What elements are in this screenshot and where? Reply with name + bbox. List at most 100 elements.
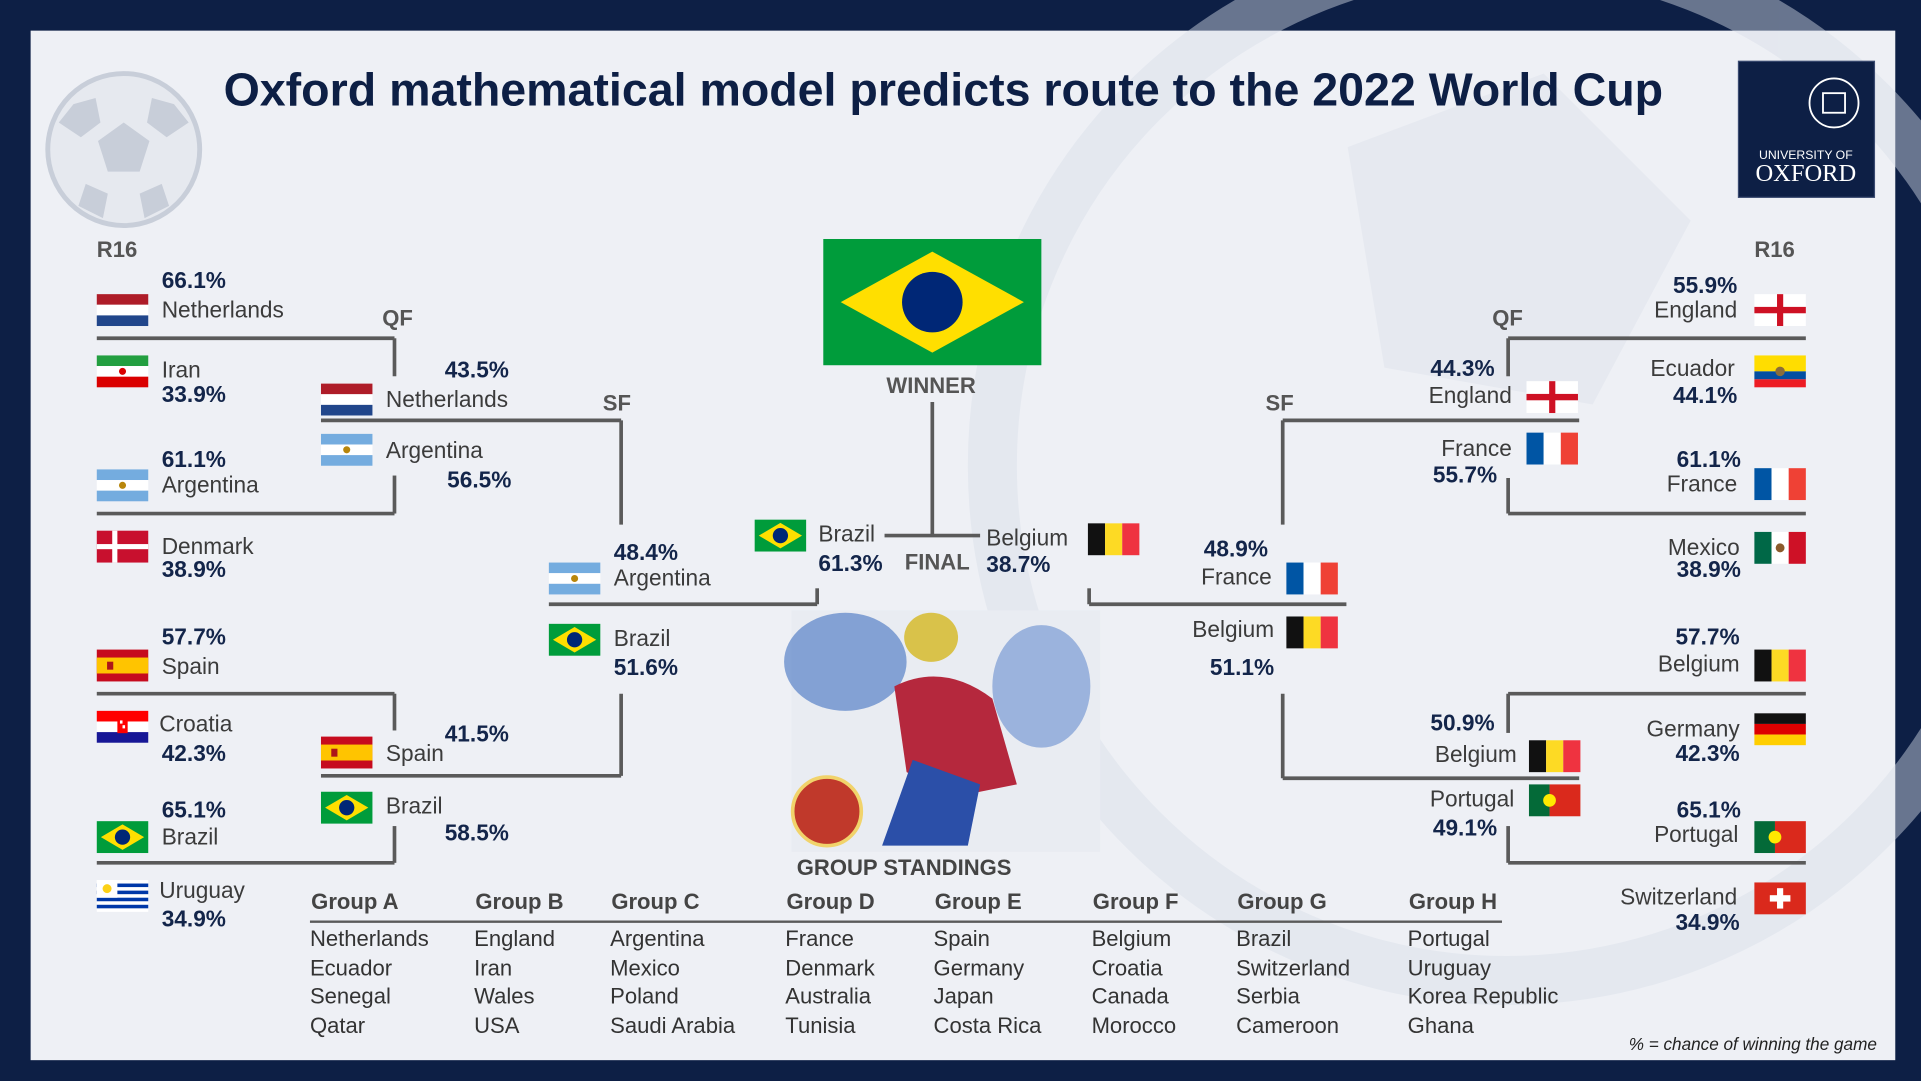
flag-part bbox=[320, 404, 373, 416]
team-name: Belgium bbox=[1192, 616, 1274, 642]
team-name: Brazil bbox=[818, 521, 875, 547]
win-chance: 38.7% bbox=[986, 551, 1050, 577]
flag-part bbox=[1788, 468, 1806, 501]
team-name: Argentina bbox=[386, 437, 483, 463]
win-chance: 66.1% bbox=[162, 267, 226, 293]
flag-part bbox=[118, 367, 127, 375]
flag-part bbox=[1528, 784, 1550, 817]
group-team: Ecuador bbox=[310, 955, 392, 980]
flag-part bbox=[566, 632, 583, 648]
group-name: Group D bbox=[787, 889, 875, 914]
win-chance: 57.7% bbox=[1675, 624, 1739, 650]
team-name: France bbox=[1667, 470, 1738, 496]
flag bbox=[96, 469, 149, 502]
flag-part bbox=[96, 897, 149, 902]
group-team: Argentina bbox=[610, 926, 705, 951]
win-chance: 55.7% bbox=[1433, 462, 1497, 488]
flag-part bbox=[96, 304, 149, 316]
flag-part bbox=[96, 710, 149, 722]
flag-part bbox=[320, 455, 373, 466]
team-name: Belgium bbox=[1435, 741, 1517, 767]
flag-part bbox=[1526, 432, 1544, 465]
win-chance: 42.3% bbox=[162, 740, 226, 766]
flag-part bbox=[1543, 432, 1561, 465]
team-name: Portugal bbox=[1654, 821, 1738, 847]
group-name: Group F bbox=[1093, 889, 1179, 914]
win-chance: 43.5% bbox=[445, 356, 509, 382]
group-team: Cameroon bbox=[1236, 1013, 1339, 1038]
round-label: WINNER bbox=[886, 373, 975, 398]
flag bbox=[1754, 821, 1806, 854]
oxford-logo: UNIVERSITY OF OXFORD bbox=[1737, 60, 1876, 198]
flag bbox=[1754, 355, 1806, 388]
group-team: Iran bbox=[474, 955, 512, 980]
flag-part bbox=[1105, 523, 1123, 556]
flag-part bbox=[1754, 713, 1806, 724]
flag-part bbox=[96, 376, 149, 388]
group-team: Germany bbox=[934, 955, 1025, 980]
flag-part bbox=[339, 800, 355, 816]
flag-part bbox=[1303, 562, 1321, 595]
flag bbox=[1754, 882, 1806, 915]
group-team: Belgium bbox=[1092, 926, 1172, 951]
flag-part bbox=[1286, 562, 1304, 595]
team-name: Belgium bbox=[1658, 650, 1740, 676]
flag-part bbox=[96, 883, 149, 888]
flag-part bbox=[548, 562, 601, 574]
team-name: Brazil bbox=[162, 823, 219, 849]
group-team: Denmark bbox=[785, 955, 875, 980]
group-team: Brazil bbox=[1236, 926, 1291, 951]
flag-part bbox=[1286, 616, 1304, 649]
flag bbox=[96, 294, 149, 327]
win-chance: 34.9% bbox=[162, 905, 226, 931]
win-chance: 49.1% bbox=[1433, 815, 1497, 841]
flag-part bbox=[107, 661, 114, 670]
title: Oxford mathematical model predicts route… bbox=[224, 63, 1663, 115]
flag-part bbox=[1754, 468, 1772, 501]
team-name: Switzerland bbox=[1620, 883, 1737, 909]
flag bbox=[96, 821, 149, 854]
group-team: Uruguay bbox=[1408, 955, 1491, 980]
team-name: Ecuador bbox=[1650, 355, 1735, 381]
flag-part bbox=[96, 544, 149, 550]
group-team: France bbox=[785, 926, 854, 951]
round-label: R16 bbox=[97, 237, 137, 262]
flag-part bbox=[96, 469, 149, 481]
flag bbox=[1528, 784, 1581, 817]
win-chance: 44.3% bbox=[1430, 355, 1494, 381]
group-team: Korea Republic bbox=[1408, 983, 1559, 1008]
group-name: Group G bbox=[1237, 889, 1326, 914]
flag bbox=[96, 355, 149, 388]
flag-part bbox=[1754, 649, 1772, 682]
win-chance: 44.1% bbox=[1673, 382, 1737, 408]
flag-part bbox=[1754, 734, 1806, 746]
group-name: Group A bbox=[311, 889, 398, 914]
flag bbox=[1754, 468, 1806, 501]
flag-part bbox=[1526, 393, 1578, 401]
group-team: Senegal bbox=[310, 983, 391, 1008]
team-name: France bbox=[1441, 435, 1512, 461]
flag-part bbox=[902, 271, 963, 333]
win-chance: 41.5% bbox=[445, 720, 509, 746]
flag-part bbox=[1320, 562, 1338, 595]
round-label: SF bbox=[1266, 390, 1294, 415]
flag-part bbox=[96, 294, 149, 305]
group-team: Qatar bbox=[310, 1013, 365, 1038]
team-name: Spain bbox=[162, 653, 220, 679]
flag-part bbox=[96, 355, 149, 367]
flag-part bbox=[122, 725, 126, 729]
round-label: QF bbox=[1492, 306, 1523, 331]
flag-part bbox=[1563, 740, 1581, 773]
flag-part bbox=[1775, 366, 1785, 377]
footnote: % = chance of winning the game bbox=[1629, 1034, 1877, 1054]
team-name: Argentina bbox=[614, 565, 711, 591]
round-label: FINAL bbox=[905, 550, 970, 575]
flag bbox=[320, 736, 373, 769]
group-team: Saudi Arabia bbox=[610, 1013, 736, 1038]
group-team: Mexico bbox=[610, 955, 680, 980]
football-icon bbox=[45, 71, 203, 228]
background-ball bbox=[968, 0, 1921, 1005]
flag-part bbox=[1768, 830, 1782, 844]
group-team: Ghana bbox=[1408, 1013, 1475, 1038]
